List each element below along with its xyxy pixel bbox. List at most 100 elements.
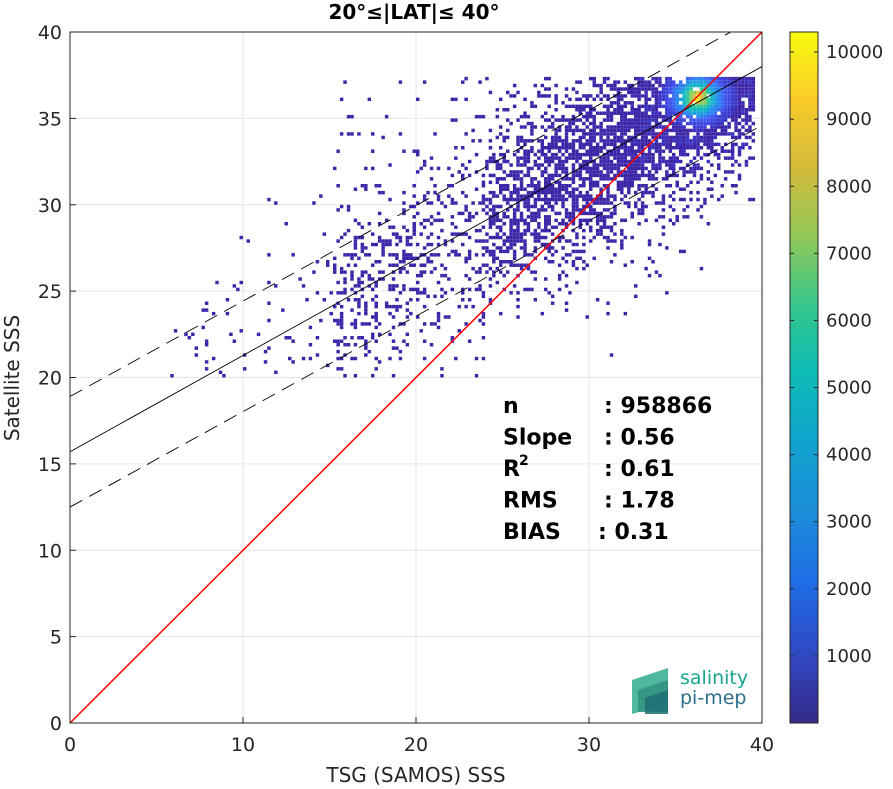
density-cell: [433, 184, 437, 188]
density-cell: [388, 197, 392, 202]
density-cell: [665, 170, 669, 174]
density-cell: [564, 170, 569, 174]
density-cell: [692, 135, 697, 140]
density-cell: [703, 108, 707, 112]
density-cell: [526, 201, 531, 205]
density-cell: [679, 152, 683, 157]
density-cell: [478, 318, 482, 323]
density-cell: [506, 90, 510, 95]
density-cell: [419, 273, 423, 278]
density-cell: [717, 94, 721, 98]
density-cell: [658, 152, 662, 157]
density-cell: [654, 94, 659, 98]
density-cell: [668, 83, 673, 88]
density-cell: [685, 83, 690, 88]
density-cell: [440, 273, 444, 278]
density-cell: [516, 197, 520, 202]
density-cell: [585, 163, 589, 167]
density-cell: [647, 104, 652, 109]
density-cell: [571, 190, 576, 195]
density-cell: [592, 152, 596, 157]
density-cell: [184, 332, 188, 337]
density-cell: [713, 142, 718, 147]
density-cell: [599, 125, 603, 129]
density-cell: [575, 256, 579, 261]
density-cell: [575, 197, 579, 202]
density-cell: [523, 218, 527, 223]
density-cell: [748, 101, 752, 105]
density-cell: [661, 90, 666, 95]
density-cell: [682, 125, 686, 129]
density-cell: [717, 118, 721, 122]
density-cell: [637, 166, 641, 171]
density-cell: [204, 360, 209, 364]
density-cell: [211, 356, 216, 361]
density-cell: [630, 211, 634, 216]
density-cell: [658, 83, 662, 88]
density-cell: [668, 142, 673, 147]
density-cell: [685, 215, 690, 219]
density-cell: [713, 83, 718, 88]
density-cell: [668, 76, 673, 81]
density-cell: [381, 253, 385, 257]
density-cell: [495, 180, 500, 185]
density-cell: [502, 187, 506, 191]
density-cell: [568, 125, 572, 129]
density-cell: [554, 225, 558, 229]
density-cell: [291, 360, 295, 364]
density-cell: [730, 83, 735, 88]
density-cell: [516, 170, 520, 174]
density-cell: [374, 339, 378, 343]
density-cell: [526, 184, 531, 188]
density-cell: [582, 163, 586, 167]
density-cell: [523, 232, 527, 236]
x-tick-label: 40: [750, 734, 774, 756]
density-cell: [336, 184, 340, 188]
density-cell: [575, 208, 579, 212]
density-cell: [713, 135, 718, 140]
density-cell: [640, 114, 645, 119]
density-cell: [679, 135, 683, 140]
density-cell: [502, 239, 506, 243]
density-cell: [488, 277, 493, 281]
density-cell: [395, 242, 399, 247]
density-cell: [654, 101, 659, 105]
density-cell: [640, 94, 645, 98]
density-cell: [616, 180, 621, 185]
density-cell: [492, 194, 496, 198]
density-cell: [367, 284, 372, 288]
density-cell: [488, 173, 493, 178]
density-cell: [741, 146, 745, 150]
density-cell: [454, 156, 458, 160]
density-cell: [751, 97, 756, 102]
density-cell: [495, 166, 500, 171]
density-cell: [488, 266, 493, 271]
density-cell: [326, 363, 330, 368]
density-cell: [537, 208, 541, 212]
density-cell: [288, 336, 292, 340]
density-cell: [402, 190, 406, 195]
density-cell: [585, 170, 589, 174]
density-cell: [682, 142, 686, 147]
colorbar-tick-label: 1000: [826, 646, 872, 667]
density-cell: [523, 249, 527, 254]
density-cell: [679, 142, 683, 147]
density-cell: [613, 239, 617, 243]
density-cell: [606, 246, 610, 250]
density-cell: [623, 159, 628, 164]
density-cell: [530, 190, 534, 195]
density-cell: [634, 190, 638, 195]
density-cell: [640, 190, 645, 195]
density-cell: [640, 208, 645, 212]
density-cell: [609, 163, 614, 167]
density-cell: [374, 367, 378, 371]
salinity-logo: salinity pi-mep: [632, 667, 748, 714]
density-cell: [578, 225, 583, 229]
density-cell: [519, 266, 524, 271]
density-cell: [557, 190, 562, 195]
density-cell: [502, 135, 506, 140]
density-cell: [488, 235, 493, 240]
density-cell: [616, 94, 621, 98]
density-cell: [613, 208, 617, 212]
density-cell: [634, 170, 638, 174]
